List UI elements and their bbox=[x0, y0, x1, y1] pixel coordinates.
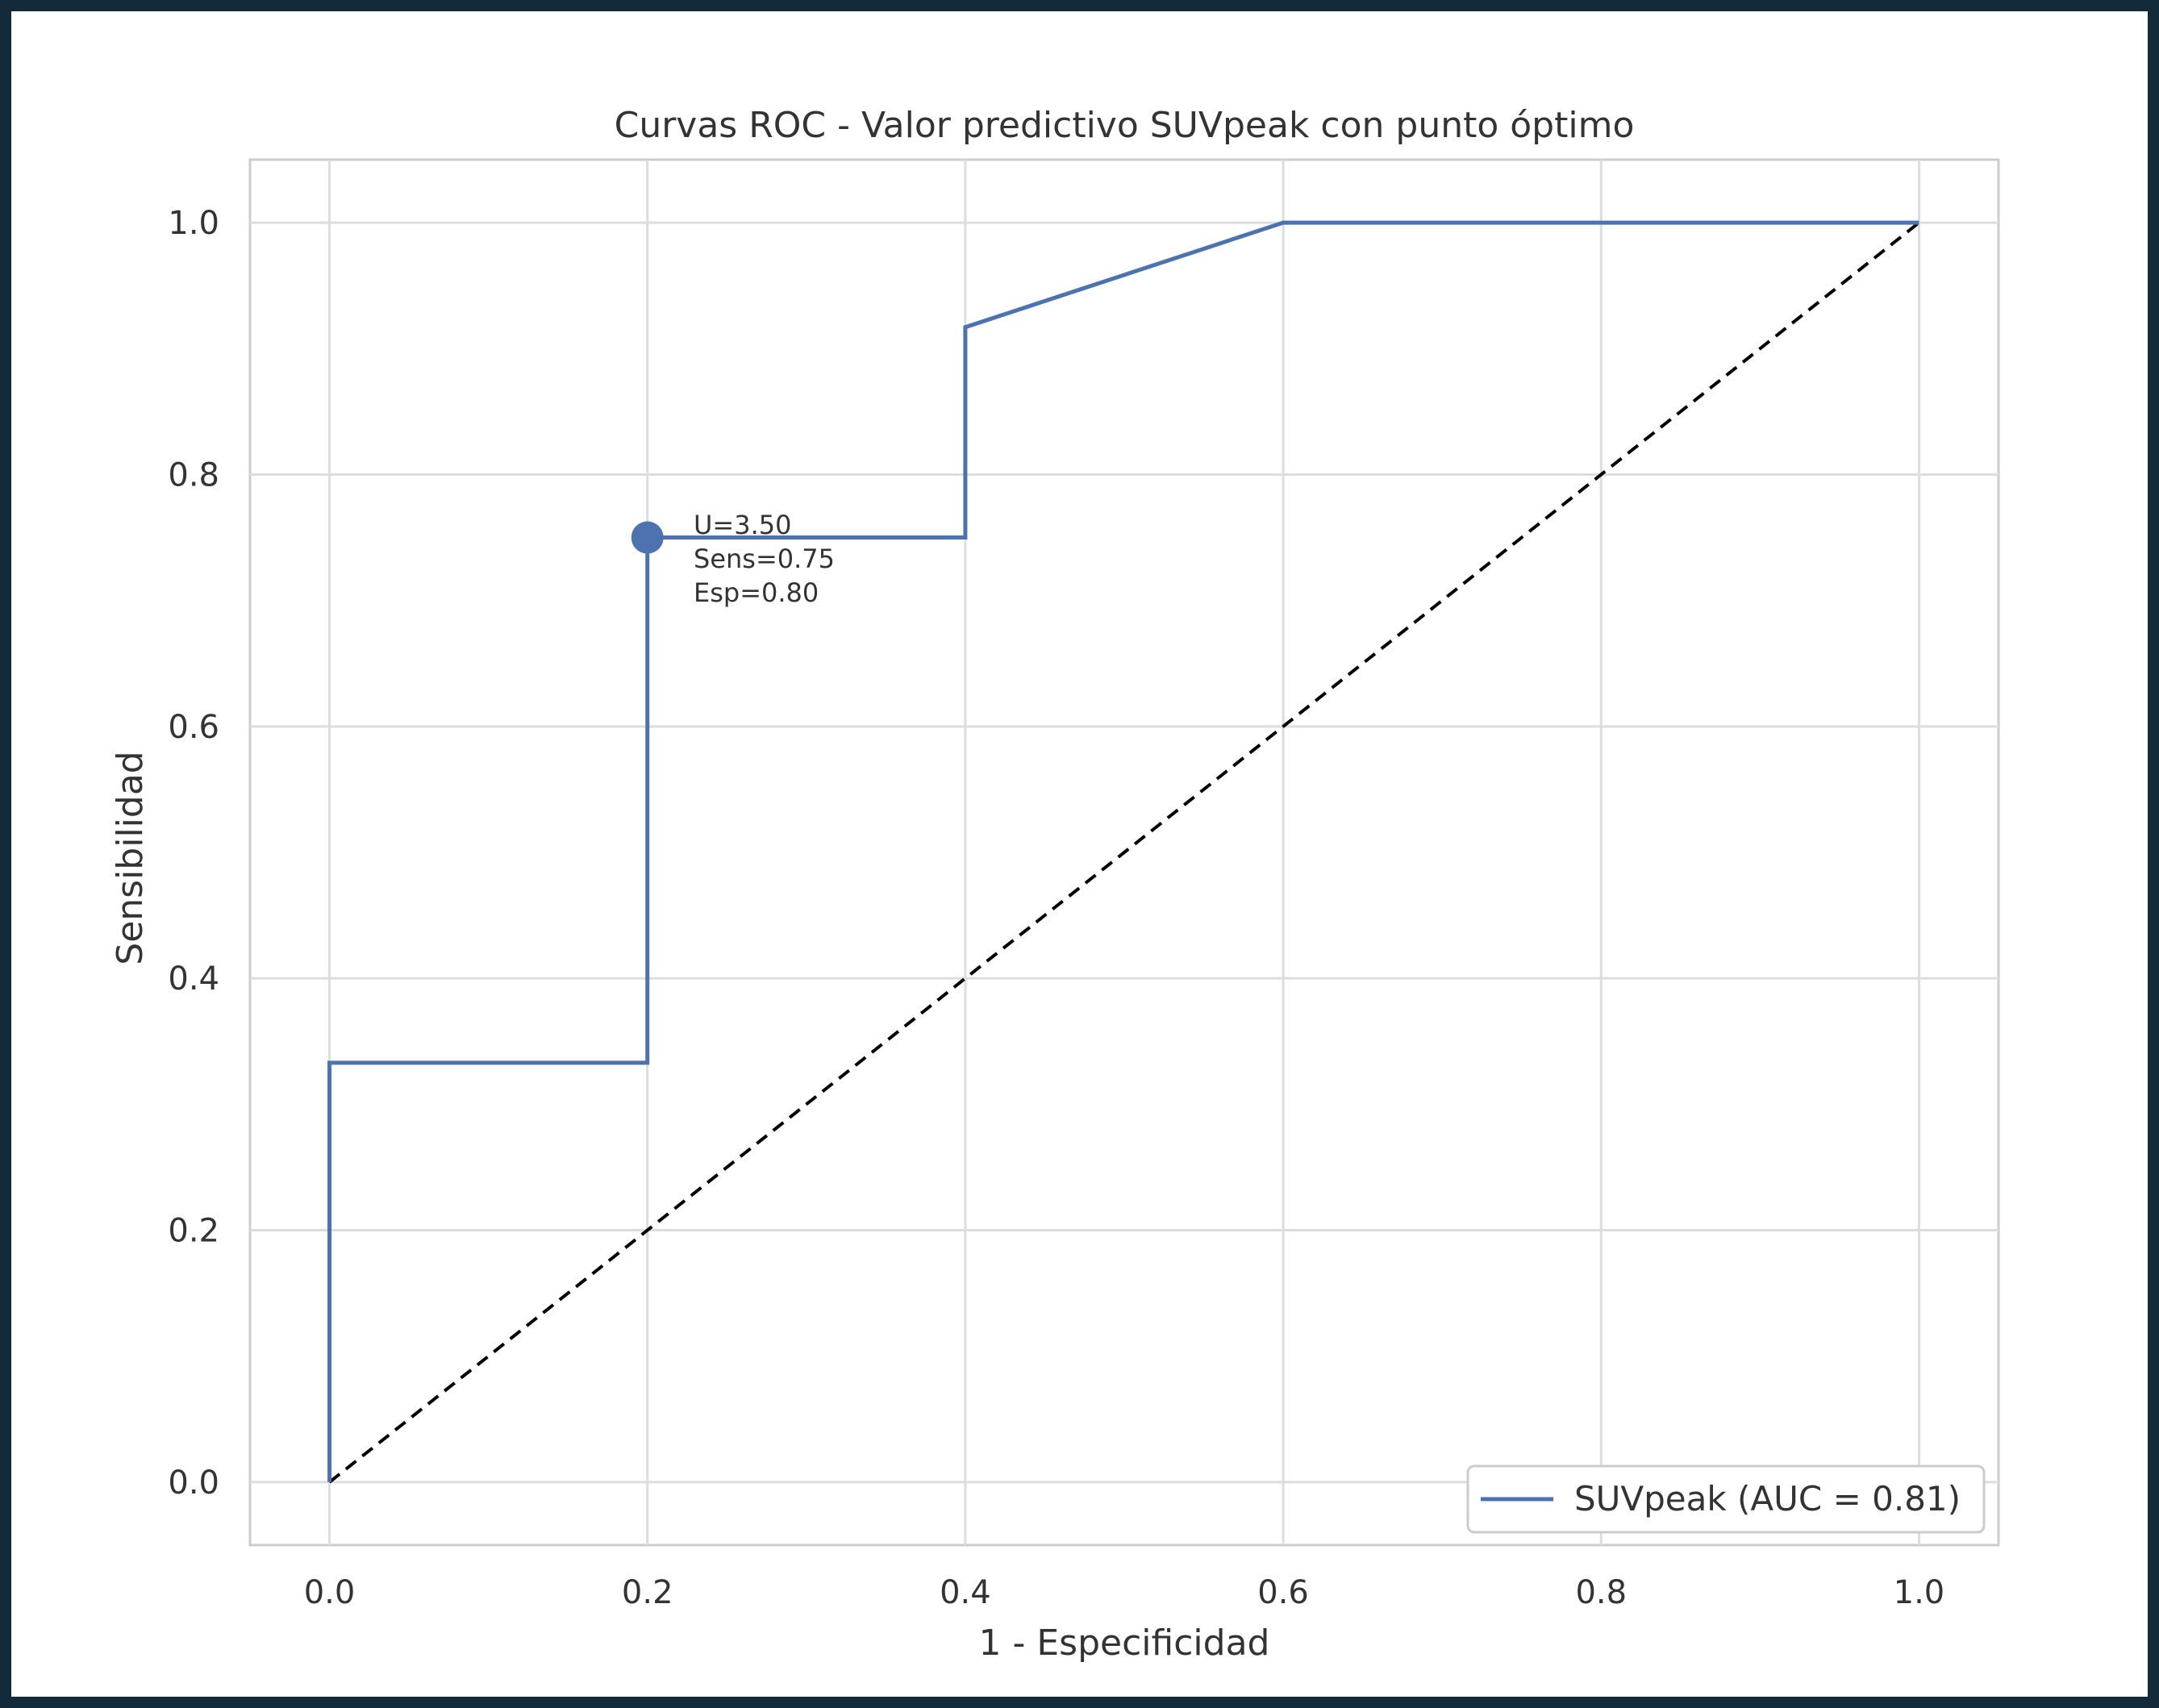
tick-labels: 0.0 0.2 0.4 0.6 0.8 1.0 0.0 0.2 0.4 0.6 0.8 1.0 bbox=[168, 205, 1944, 1611]
annotation-threshold: U=3.50 bbox=[694, 510, 791, 540]
legend-box bbox=[1466, 1464, 1986, 1534]
y-tick-label: 0.6 bbox=[168, 709, 219, 746]
x-tick-label: 0.2 bbox=[622, 1574, 673, 1611]
roc-curve-line bbox=[327, 220, 1919, 1482]
optimal-point-annotation: U=3.50 Sens=0.75 Esp=0.80 bbox=[694, 510, 835, 608]
x-tick-label: 1.0 bbox=[1894, 1574, 1945, 1611]
x-tick-label: 0.6 bbox=[1257, 1574, 1309, 1611]
legend: SUVpeak (AUC = 0.81) bbox=[1466, 1464, 1986, 1534]
x-tick-label: 0.8 bbox=[1575, 1574, 1627, 1611]
y-tick-label: 1.0 bbox=[168, 205, 219, 242]
y-tick-label: 0.8 bbox=[168, 456, 219, 494]
plot-lines bbox=[327, 220, 1920, 1484]
y-tick-label: 0.0 bbox=[168, 1464, 219, 1502]
x-axis-label: 1 - Especificidad bbox=[979, 1623, 1270, 1664]
x-tick-label: 0.0 bbox=[304, 1574, 356, 1611]
chart-title: Curvas ROC - Valor predictivo SUVpeak co… bbox=[615, 105, 1635, 146]
x-tick-label: 0.4 bbox=[940, 1574, 991, 1611]
optimal-point-marker bbox=[631, 521, 664, 554]
legend-label: SUVpeak (AUC = 0.81) bbox=[1574, 1479, 1961, 1518]
chance-diagonal-line bbox=[328, 221, 1920, 1484]
y-tick-label: 0.4 bbox=[168, 960, 219, 998]
annotation-specificity: Esp=0.80 bbox=[694, 577, 819, 608]
grid-lines bbox=[250, 160, 1999, 1545]
y-axis-label: Sensibilidad bbox=[110, 751, 151, 964]
y-tick-label: 0.2 bbox=[168, 1213, 219, 1250]
annotation-background bbox=[661, 510, 868, 535]
annotation-sensitivity: Sens=0.75 bbox=[694, 544, 835, 574]
